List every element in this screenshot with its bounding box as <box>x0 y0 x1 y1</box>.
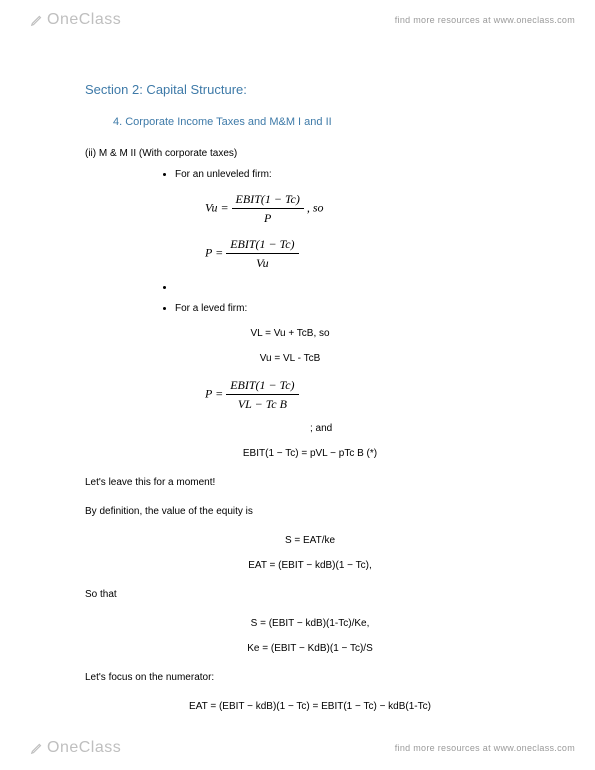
leave-text: Let's leave this for a moment! <box>85 475 535 490</box>
formula-p: P = EBIT(1 − Tc) Vu <box>205 235 535 272</box>
bullet-list-1: For an unleveled firm: <box>175 167 535 182</box>
vu-tail: , so <box>307 200 324 214</box>
empty-bullet <box>175 280 535 295</box>
p-fraction: EBIT(1 − Tc) Vu <box>226 235 298 272</box>
p-lhs: P = <box>205 245 223 259</box>
bydef-text: By definition, the value of the equity i… <box>85 504 535 519</box>
p-den: Vu <box>226 254 298 272</box>
vl-equation: VL = Vu + TcB, so <box>45 326 535 341</box>
eat-equation: EAT = (EBIT − kdB)(1 − Tc), <box>85 558 535 573</box>
s-equation: S = EAT/ke <box>85 533 535 548</box>
vu-fraction: EBIT(1 − Tc) P <box>232 190 304 227</box>
vu-lhs: Vu = <box>205 200 229 214</box>
p-num: EBIT(1 − Tc) <box>226 235 298 254</box>
plev-fraction: EBIT(1 − Tc) VL − Tc B <box>226 376 298 413</box>
pencil-icon <box>30 741 44 755</box>
pencil-icon <box>30 13 44 27</box>
footer-brand-logo: OneClass <box>30 739 121 757</box>
focus-text: Let's focus on the numerator: <box>85 670 535 685</box>
bullet-unleveled: For an unleveled firm: <box>175 167 535 182</box>
ebit-line: EBIT(1 − Tc) = pVL − pTc B (*) <box>85 446 535 461</box>
bullet-list-2: For a leved firm: <box>175 301 535 316</box>
plev-num: EBIT(1 − Tc) <box>226 376 298 395</box>
header-tagline: find more resources at www.oneclass.com <box>395 15 575 25</box>
intro-line: (ii) M & M II (With corporate taxes) <box>85 146 535 161</box>
page-header: OneClass find more resources at www.onec… <box>0 6 595 34</box>
sothat-text: So that <box>85 587 535 602</box>
bullet-levered: For a leved firm: <box>175 301 535 316</box>
ke-expand: Ke = (EBIT − KdB)(1 − Tc)/S <box>85 641 535 656</box>
plev-lhs: P = <box>205 386 223 400</box>
vu-equation: Vu = VL - TcB <box>45 351 535 366</box>
page-footer: OneClass find more resources at www.onec… <box>0 734 595 762</box>
and-note: ; and <box>310 421 535 436</box>
s-expand: S = (EBIT − kdB)(1-Tc)/Ke, <box>85 616 535 631</box>
brand-text: OneClass <box>47 11 121 28</box>
document-content: Section 2: Capital Structure: 4. Corpora… <box>85 80 535 724</box>
eat-expand: EAT = (EBIT − kdB)(1 − Tc) = EBIT(1 − Tc… <box>85 699 535 714</box>
bullet-empty <box>175 280 535 295</box>
formula-p-levered: P = EBIT(1 − Tc) VL − Tc B <box>205 376 535 413</box>
section-title: Section 2: Capital Structure: <box>85 80 535 100</box>
footer-brand-text: OneClass <box>47 739 121 756</box>
section-subtitle: 4. Corporate Income Taxes and M&M I and … <box>113 114 535 131</box>
vu-num: EBIT(1 − Tc) <box>232 190 304 209</box>
brand-logo: OneClass <box>30 11 121 29</box>
vu-den: P <box>232 209 304 227</box>
plev-den: VL − Tc B <box>226 395 298 413</box>
footer-tagline: find more resources at www.oneclass.com <box>395 743 575 753</box>
formula-vu: Vu = EBIT(1 − Tc) P , so <box>205 190 535 227</box>
